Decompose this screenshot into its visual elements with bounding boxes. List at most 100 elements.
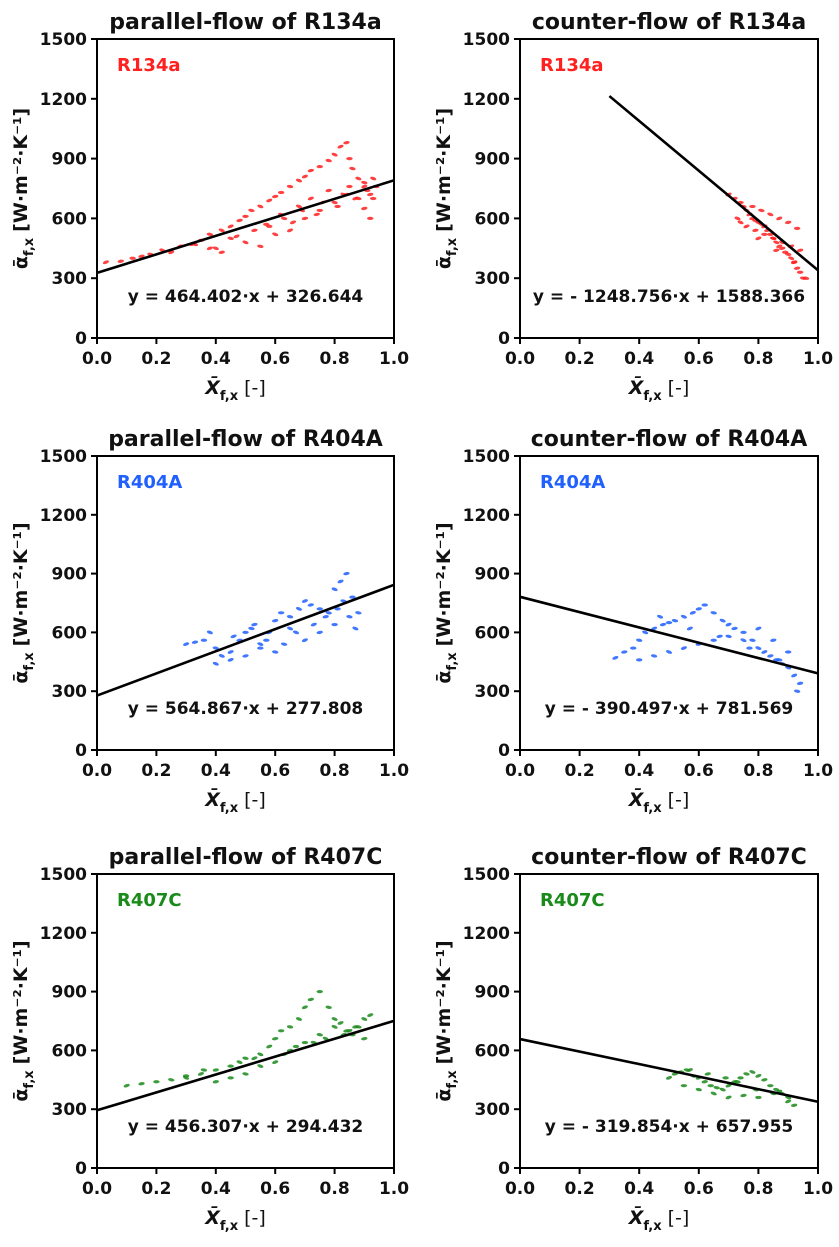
x-axis-subscript: f,x bbox=[643, 1219, 662, 1234]
data-point bbox=[651, 626, 658, 631]
y-tick-label: 0 bbox=[75, 1159, 87, 1179]
data-point bbox=[286, 1025, 294, 1029]
data-point bbox=[334, 607, 341, 611]
data-point bbox=[227, 650, 234, 654]
data-point bbox=[734, 1080, 741, 1084]
data-point bbox=[295, 178, 303, 183]
regression-line bbox=[96, 179, 395, 275]
data-point bbox=[263, 638, 270, 642]
data-point bbox=[761, 1078, 768, 1082]
data-point bbox=[233, 234, 240, 239]
data-point bbox=[761, 232, 768, 236]
legend-label: R407C bbox=[117, 890, 182, 911]
data-point bbox=[242, 630, 249, 635]
y-tick-label: 1200 bbox=[463, 506, 510, 526]
data-point bbox=[773, 1087, 780, 1092]
data-point bbox=[206, 232, 214, 237]
data-point bbox=[206, 246, 213, 251]
x-tick-label: 0.0 bbox=[505, 761, 535, 781]
data-point bbox=[325, 1005, 332, 1009]
y-axis-subscript: f,x bbox=[22, 1070, 37, 1089]
y-axis-label: ᾱf,x [W·m⁻²·K⁻¹] bbox=[433, 108, 460, 269]
data-point bbox=[701, 603, 708, 607]
data-point bbox=[793, 266, 801, 270]
x-tick-label: 1.0 bbox=[379, 761, 409, 781]
data-point bbox=[272, 194, 279, 199]
data-point bbox=[731, 626, 738, 631]
data-point bbox=[349, 166, 356, 171]
data-point bbox=[200, 1068, 208, 1072]
data-point bbox=[650, 654, 658, 658]
chart-panel-2: counter-flow of R134a 0 300 600 900 1200 1500 0… bbox=[433, 10, 833, 404]
data-point bbox=[725, 1095, 732, 1100]
y-tick-label: 900 bbox=[475, 565, 511, 585]
x-axis-label: X̄f,x [-] bbox=[204, 1205, 266, 1234]
data-point bbox=[370, 196, 377, 201]
regression-line bbox=[519, 1037, 819, 1104]
data-point bbox=[337, 144, 344, 149]
scatter-series bbox=[725, 192, 810, 280]
data-point bbox=[758, 208, 765, 213]
x-tick-label: 0.4 bbox=[201, 1179, 231, 1199]
data-point bbox=[680, 1084, 688, 1088]
y-tick-label: 0 bbox=[75, 329, 87, 349]
y-tick-label: 1500 bbox=[40, 865, 87, 885]
data-point bbox=[129, 256, 136, 260]
y-tick-label: 1500 bbox=[463, 865, 510, 885]
data-point bbox=[242, 1056, 249, 1060]
data-point bbox=[153, 1080, 160, 1084]
data-point bbox=[370, 176, 377, 181]
data-point bbox=[316, 990, 323, 994]
data-point bbox=[257, 1052, 264, 1057]
y-axis-symbol: ᾱ bbox=[10, 1089, 32, 1102]
data-point bbox=[361, 1036, 368, 1041]
data-point bbox=[334, 204, 341, 209]
data-point bbox=[251, 228, 258, 233]
data-point bbox=[773, 240, 780, 245]
x-tick-label: 0.4 bbox=[624, 349, 654, 369]
data-point bbox=[322, 1036, 329, 1041]
data-point bbox=[227, 236, 234, 241]
data-point bbox=[325, 158, 332, 163]
data-point bbox=[695, 1087, 702, 1092]
data-point bbox=[790, 260, 798, 264]
y-tick-label: 600 bbox=[475, 623, 511, 643]
data-point bbox=[236, 218, 243, 223]
x-tick-label: 1.0 bbox=[803, 349, 833, 369]
y-axis-symbol: ᾱ bbox=[433, 1089, 455, 1102]
data-point bbox=[752, 228, 759, 233]
data-point bbox=[707, 1084, 714, 1088]
data-point bbox=[755, 626, 762, 631]
data-point bbox=[743, 1072, 750, 1076]
x-axis-symbol: X̄ bbox=[628, 375, 645, 399]
chart-panel-4: counter-flow of R404A 0 300 600 900 1200 1500 0… bbox=[433, 427, 833, 816]
data-point bbox=[346, 615, 353, 619]
x-axis-label: X̄f,x [-] bbox=[628, 375, 690, 404]
data-point bbox=[749, 638, 756, 642]
data-point bbox=[767, 232, 774, 236]
y-tick-label: 300 bbox=[475, 269, 511, 289]
data-point bbox=[227, 1064, 234, 1068]
scatter-series bbox=[123, 990, 374, 1088]
data-point bbox=[212, 661, 219, 666]
data-point bbox=[612, 656, 619, 660]
x-axis-unit: [-] bbox=[668, 1207, 690, 1229]
x-tick-label: 0.2 bbox=[565, 1179, 595, 1199]
data-point bbox=[301, 174, 308, 179]
data-point bbox=[301, 638, 308, 643]
data-point bbox=[785, 252, 792, 256]
data-point bbox=[218, 654, 225, 658]
chart-title: counter-flow of R404A bbox=[531, 427, 808, 452]
x-tick-label: 0.6 bbox=[684, 1179, 714, 1199]
x-tick-label: 1.0 bbox=[379, 349, 409, 369]
data-point bbox=[734, 216, 741, 221]
data-point bbox=[740, 638, 747, 643]
data-point bbox=[710, 638, 717, 642]
data-point bbox=[785, 650, 792, 654]
data-point bbox=[725, 1083, 732, 1088]
data-point bbox=[257, 1064, 264, 1068]
data-point bbox=[749, 204, 756, 209]
data-point bbox=[257, 642, 264, 647]
data-point bbox=[292, 630, 300, 635]
data-point bbox=[746, 646, 753, 650]
